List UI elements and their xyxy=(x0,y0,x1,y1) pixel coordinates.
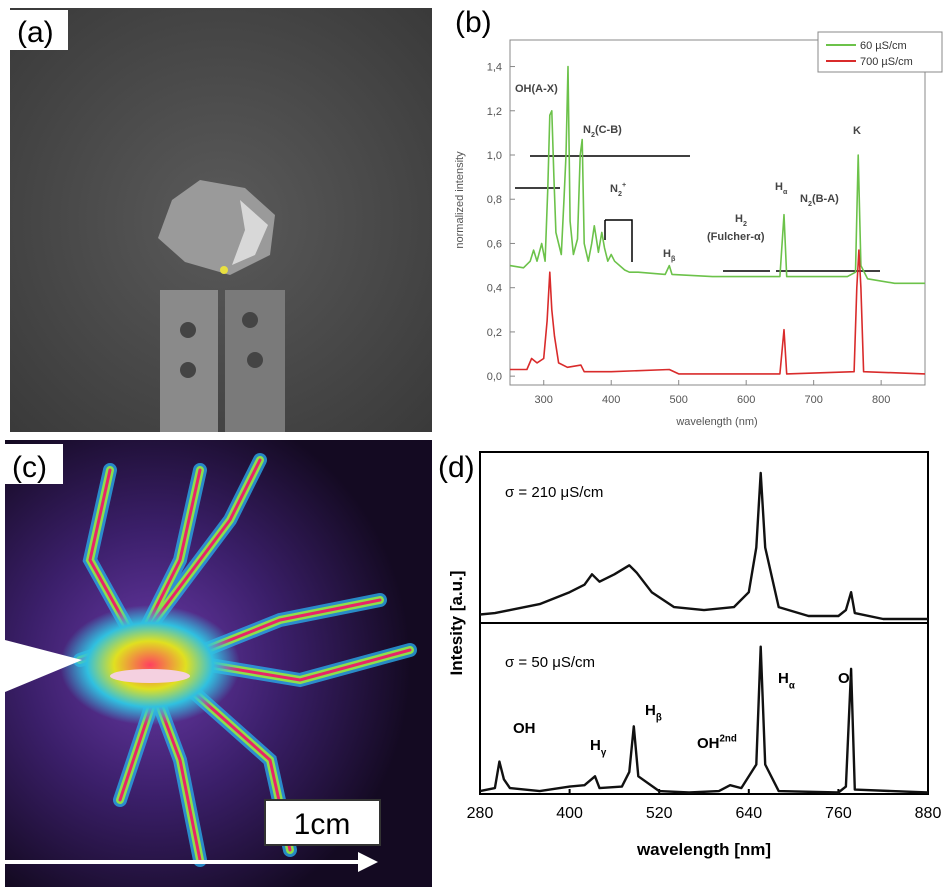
x-tick-label: 760 xyxy=(825,805,852,822)
annotation-sup: 2nd xyxy=(720,733,737,744)
legend-label: 700 µS/cm xyxy=(860,56,913,68)
annotation: N2+ xyxy=(610,181,626,198)
annotation-sub: β xyxy=(671,255,676,263)
y-tick-label: 0,4 xyxy=(487,283,502,295)
page: (a) (b) (c) (d) 1cm wavelength (nm) norm… xyxy=(0,0,948,887)
x-axis-label: wavelength [nm] xyxy=(636,840,771,859)
annotation-text: N xyxy=(583,124,591,136)
annotation-sup: + xyxy=(622,181,626,189)
x-tick-label: 700 xyxy=(804,394,822,406)
annotation-text: OH xyxy=(513,720,536,737)
scale-bar-label: 1cm xyxy=(294,808,351,841)
annotation-text: H xyxy=(735,213,743,225)
y-tick-label: 0,6 xyxy=(487,238,502,250)
annotation-sub: 2 xyxy=(743,220,747,228)
y-tick-label: 1,4 xyxy=(487,62,502,74)
annotation-text: H xyxy=(645,702,656,719)
x-tick-label: 640 xyxy=(735,805,762,822)
y-tick-label: 0,2 xyxy=(487,327,502,339)
annotation: H2 xyxy=(735,213,747,228)
panel-label: (a) xyxy=(17,16,54,49)
x-tick-label: 400 xyxy=(602,394,620,406)
annotation-text: OH xyxy=(697,735,720,752)
x-tick-label: 520 xyxy=(646,805,673,822)
annotation-sub: γ xyxy=(601,747,607,758)
annotation-text: H xyxy=(775,181,783,193)
annotation-sub: α xyxy=(789,680,795,691)
panel-label: (d) xyxy=(438,451,475,484)
annotation: OH(A-X) xyxy=(515,83,558,95)
series-line xyxy=(510,67,925,284)
annotation-text: N xyxy=(610,183,618,195)
y-tick-label: 0,0 xyxy=(487,371,502,383)
annotation-text: OH(A-X) xyxy=(515,83,558,95)
annotation: Hβ xyxy=(645,702,662,723)
x-axis-label: wavelength (nm) xyxy=(675,416,757,428)
annotation-text: N xyxy=(800,193,808,205)
y-tick-label: 1,2 xyxy=(487,106,502,118)
annotation: K xyxy=(853,125,861,137)
y-axis-label: Intesity [a.u.] xyxy=(447,571,466,676)
annotation: OH2nd xyxy=(697,733,737,752)
annotation: OH xyxy=(513,720,536,737)
annotation: Hβ xyxy=(663,248,676,263)
annotation-text: H xyxy=(663,248,671,260)
annotation: (Fulcher-α) xyxy=(707,231,765,243)
annotation-text: K xyxy=(853,125,861,137)
annotation: σ = 50 μS/cm xyxy=(505,654,595,671)
y-axis-label: normalized intensity xyxy=(454,151,466,249)
photo-a xyxy=(10,8,432,432)
annotation-tail: (B-A) xyxy=(812,193,839,205)
x-tick-label: 500 xyxy=(670,394,688,406)
x-tick-label: 880 xyxy=(915,805,942,822)
legend-label: 60 µS/cm xyxy=(860,40,907,52)
x-tick-label: 280 xyxy=(467,805,494,822)
figure: (a) (b) (c) (d) 1cm wavelength (nm) norm… xyxy=(0,0,948,887)
annotation: Hγ xyxy=(590,737,607,758)
annotation-text: H xyxy=(590,737,601,754)
annotation-text: O xyxy=(838,670,850,687)
panel-label: (c) xyxy=(12,451,47,484)
annotation-sub: α xyxy=(783,188,788,196)
annotation-text: σ = 210 μS/cm xyxy=(505,484,603,501)
annotation-tail: (C-B) xyxy=(595,124,622,136)
x-tick-label: 600 xyxy=(737,394,755,406)
y-tick-label: 0,8 xyxy=(487,194,502,206)
annotation: Hα xyxy=(775,181,788,196)
panel-label: (b) xyxy=(455,6,492,39)
annotation-sub: 2 xyxy=(618,190,622,198)
annotation-text: H xyxy=(778,670,789,687)
x-tick-label: 400 xyxy=(556,805,583,822)
annotation: N2(B-A) xyxy=(800,193,839,208)
x-tick-label: 800 xyxy=(872,394,890,406)
y-tick-label: 1,0 xyxy=(487,150,502,162)
annotation: σ = 210 μS/cm xyxy=(505,484,603,501)
annotation: Hα xyxy=(778,670,795,691)
annotation-sub: β xyxy=(656,712,662,723)
annotation-text: (Fulcher-α) xyxy=(707,231,765,243)
annotation-text: σ = 50 μS/cm xyxy=(505,654,595,671)
annotation-sup: I xyxy=(850,668,853,679)
annotation: N2(C-B) xyxy=(583,124,622,139)
x-tick-label: 300 xyxy=(535,394,553,406)
image-c xyxy=(5,440,432,887)
